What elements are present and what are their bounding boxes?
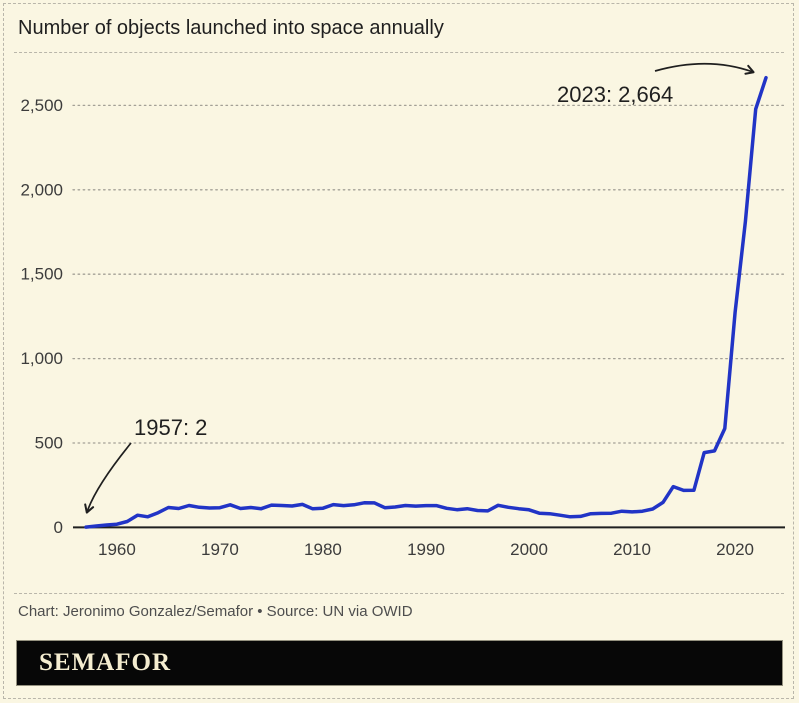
x-tick-label: 1970 bbox=[201, 540, 239, 559]
annotation-arrow-2023 bbox=[654, 62, 755, 75]
x-tick-label: 2000 bbox=[510, 540, 548, 559]
annotation-1957: 1957: 2 bbox=[134, 415, 207, 440]
objects-launched-line-chart: 0 500 1,000 1,500 2,000 2,500 1960 1970 1980 1990… bbox=[20, 62, 786, 559]
credit-line: Chart: Jeronimo Gonzalez/Semafor • Sourc… bbox=[18, 603, 413, 620]
launches-series-line bbox=[84, 75, 768, 529]
x-tick-label: 1960 bbox=[98, 540, 136, 559]
y-tick-label: 500 bbox=[35, 434, 63, 453]
x-tick-label: 2010 bbox=[613, 540, 651, 559]
y-tick-label: 1,500 bbox=[20, 265, 63, 284]
x-tick-label: 1980 bbox=[304, 540, 342, 559]
annotation-arrow-1957 bbox=[84, 442, 132, 514]
y-tick-label: 2,000 bbox=[20, 180, 63, 199]
semafor-logo: SEMAFOR bbox=[39, 649, 171, 676]
chart-title: Number of objects launched into space an… bbox=[18, 17, 444, 39]
semafor-logo-bar: SEMAFOR bbox=[16, 640, 783, 686]
y-tick-label: 2,500 bbox=[20, 96, 63, 115]
y-tick-label: 0 bbox=[54, 518, 63, 537]
title-separator bbox=[14, 52, 784, 53]
x-tick-label: 2020 bbox=[716, 540, 754, 559]
y-tick-label: 1,000 bbox=[20, 349, 63, 368]
footer-separator bbox=[14, 593, 784, 594]
x-tick-label: 1990 bbox=[407, 540, 445, 559]
annotation-2023: 2023: 2,664 bbox=[557, 82, 673, 107]
